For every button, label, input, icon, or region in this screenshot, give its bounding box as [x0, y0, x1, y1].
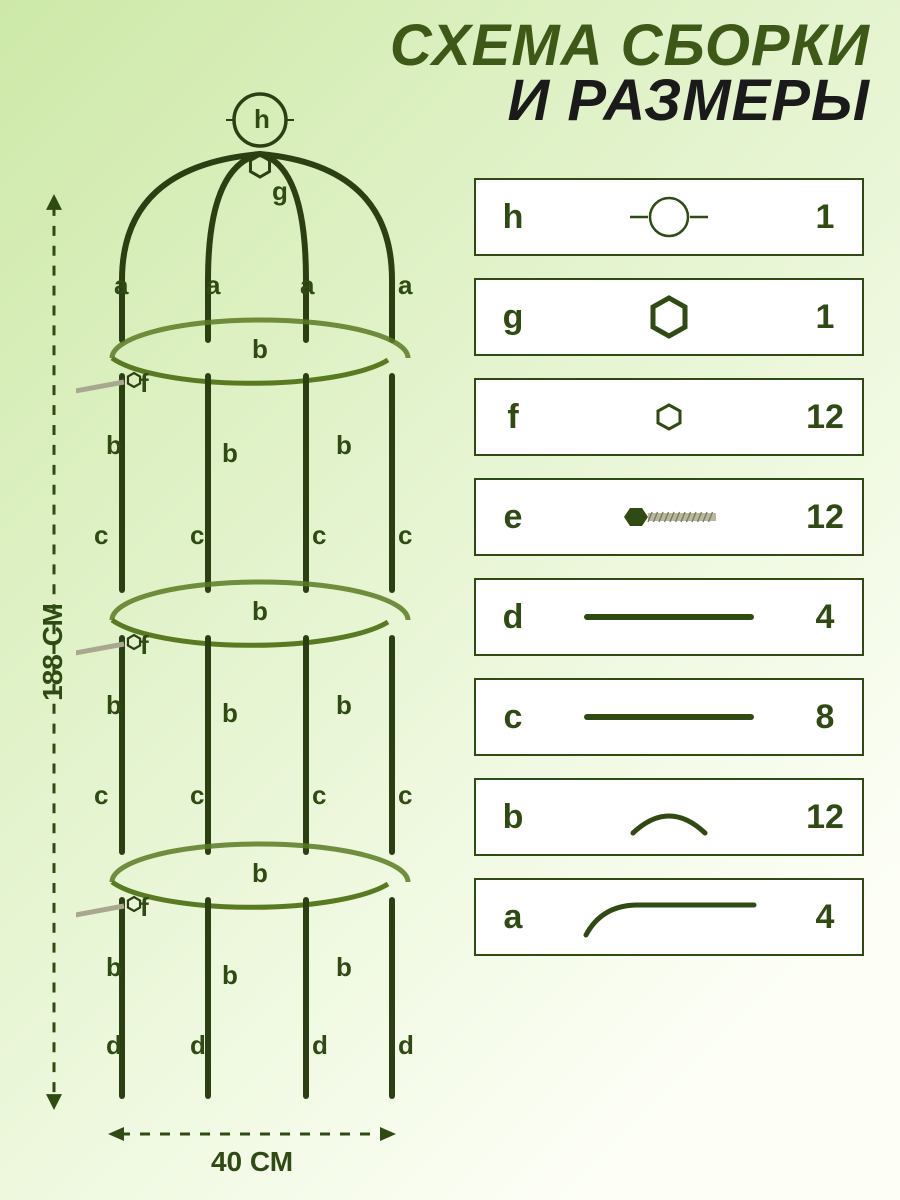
legend-row-h: h 1 [474, 178, 864, 256]
part-label-c: c [94, 520, 108, 551]
legend-row-f: f 12 [474, 378, 864, 456]
legend-row-e: e 12 [474, 478, 864, 556]
legend-qty: 8 [788, 698, 862, 737]
part-label-b: b [222, 438, 238, 469]
legend-qty: 4 [788, 898, 862, 937]
part-label-b: b [336, 690, 352, 721]
part-label-b: b [106, 690, 122, 721]
part-label-d: d [106, 1030, 122, 1061]
height-label: 188 СМ [37, 603, 69, 701]
legend-letter: a [476, 898, 550, 937]
part-label-f: f [140, 892, 149, 923]
part-label-a: a [114, 270, 128, 301]
legend-row-b: b 12 [474, 778, 864, 856]
parts-legend: h 1g 1f 12e 12d 4c 8b 12a 4 [474, 178, 864, 956]
part-label-a: a [206, 270, 220, 301]
ring-icon [550, 180, 788, 254]
title-line-2: И РАЗМЕРЫ [390, 73, 870, 128]
legend-qty: 12 [788, 398, 862, 437]
part-label-a: a [300, 270, 314, 301]
hex-large-icon [550, 280, 788, 354]
part-label-d: d [312, 1030, 328, 1061]
part-label-c: c [190, 780, 204, 811]
part-label-b: b [252, 596, 268, 627]
part-label-b: b [106, 430, 122, 461]
legend-qty: 12 [788, 498, 862, 537]
legend-letter: f [476, 398, 550, 437]
arc-long-icon [550, 880, 788, 954]
part-label-d: d [398, 1030, 414, 1061]
width-label: 40 СМ [108, 1146, 396, 1178]
assembly-diagram: 188 СМ 40 СМ hgaaaabfbbbccccbfbbbccccbfb… [20, 90, 440, 1180]
part-label-d: d [190, 1030, 206, 1061]
legend-row-c: c 8 [474, 678, 864, 756]
part-label-c: c [94, 780, 108, 811]
bar-icon [550, 680, 788, 754]
legend-row-g: g 1 [474, 278, 864, 356]
bar-icon [550, 580, 788, 654]
bolt-icon [550, 480, 788, 554]
part-label-h: h [254, 104, 270, 135]
part-label-b: b [252, 334, 268, 365]
part-label-c: c [312, 520, 326, 551]
part-label-f: f [140, 630, 149, 661]
arc-small-icon [550, 780, 788, 854]
legend-qty: 4 [788, 598, 862, 637]
part-label-g: g [272, 176, 288, 207]
part-label-b: b [336, 430, 352, 461]
part-label-c: c [398, 780, 412, 811]
legend-letter: d [476, 598, 550, 637]
legend-qty: 1 [788, 298, 862, 337]
legend-row-d: d 4 [474, 578, 864, 656]
hex-small-icon [550, 380, 788, 454]
part-label-a: a [398, 270, 412, 301]
legend-qty: 12 [788, 798, 862, 837]
legend-row-a: a 4 [474, 878, 864, 956]
part-label-c: c [312, 780, 326, 811]
width-dimension: 40 СМ [108, 1122, 396, 1172]
legend-letter: g [476, 298, 550, 337]
title-line-1: СХЕМА СБОРКИ [390, 18, 870, 73]
legend-letter: e [476, 498, 550, 537]
tower-schematic: hgaaaabfbbbccccbfbbbccccbfbbbdddd [76, 90, 440, 1120]
part-label-b: b [252, 858, 268, 889]
part-label-b: b [106, 952, 122, 983]
page-title: СХЕМА СБОРКИ И РАЗМЕРЫ [390, 18, 870, 128]
legend-letter: c [476, 698, 550, 737]
part-label-b: b [336, 952, 352, 983]
legend-qty: 1 [788, 198, 862, 237]
part-label-f: f [140, 368, 149, 399]
part-label-b: b [222, 698, 238, 729]
part-label-c: c [398, 520, 412, 551]
part-label-c: c [190, 520, 204, 551]
part-label-b: b [222, 960, 238, 991]
legend-letter: h [476, 198, 550, 237]
legend-letter: b [476, 798, 550, 837]
